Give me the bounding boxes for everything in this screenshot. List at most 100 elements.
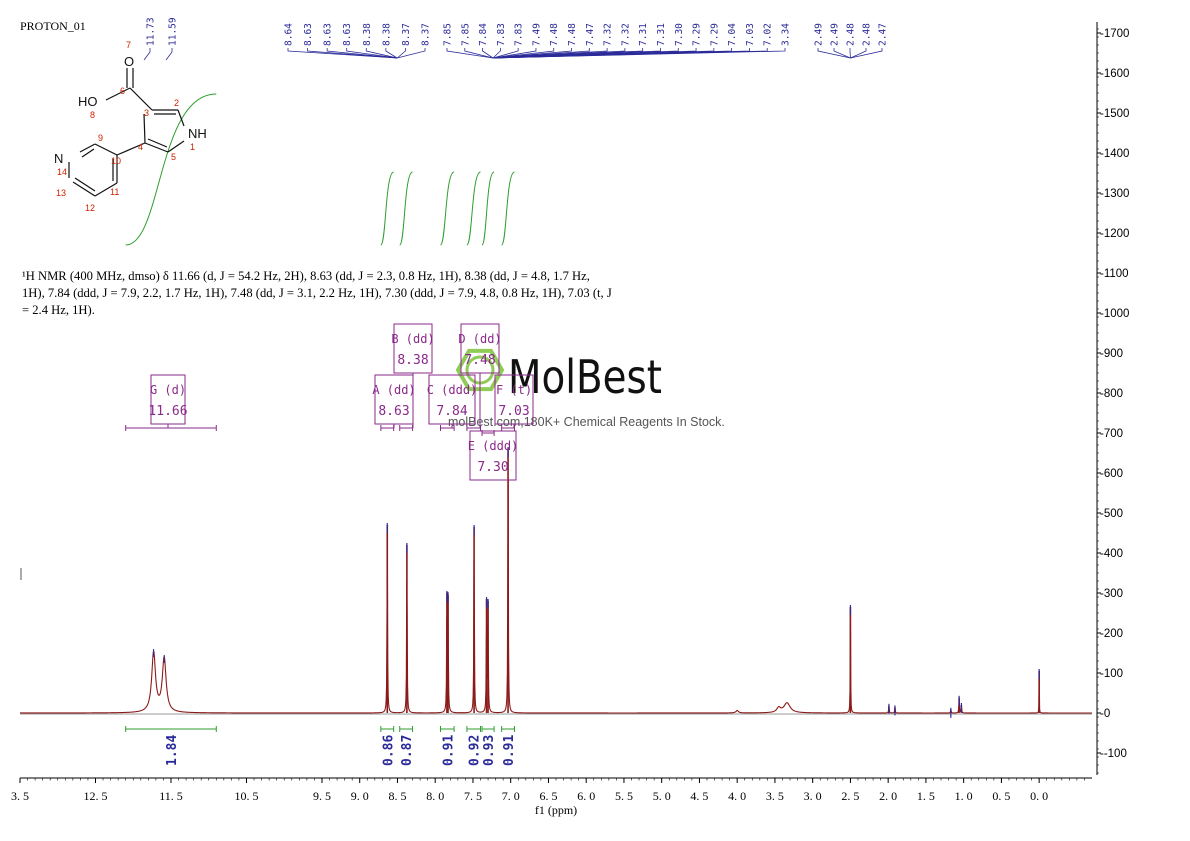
multiplet-shift: 7.30 bbox=[477, 460, 508, 475]
x-tick-label: 0. 0 bbox=[1030, 789, 1048, 803]
y-tick-label: -1500 bbox=[1100, 108, 1129, 120]
peak-shift-label: 2.47 bbox=[878, 23, 889, 46]
integrals-layer: 1.84 0.86 0.87 0.91 0.92 0.93 0.91 bbox=[125, 726, 517, 766]
multiplet-shift: 7.48 bbox=[464, 353, 495, 368]
peak-shift-label: 7.32 bbox=[603, 23, 614, 46]
peak-shift-label: 7.85 bbox=[460, 23, 471, 46]
x-tick-label: 7. 0 bbox=[502, 789, 520, 803]
integral-curve bbox=[399, 171, 414, 246]
atom-number: 1 bbox=[190, 142, 195, 152]
multiplet-label: A (dd) bbox=[372, 383, 415, 397]
x-tick-label: 11. 5 bbox=[159, 789, 183, 803]
y-tick-label: -1300 bbox=[1100, 188, 1129, 200]
peak-connector bbox=[397, 48, 426, 59]
x-axis-label: f1 (ppm) bbox=[535, 803, 577, 817]
x-tick-label: 12. 5 bbox=[83, 789, 107, 803]
multiplet-shift: 11.66 bbox=[148, 404, 187, 419]
peak-connector bbox=[346, 48, 398, 59]
atom-number: 8 bbox=[90, 110, 95, 120]
bond bbox=[79, 143, 96, 153]
integral-curve bbox=[440, 171, 455, 246]
y-tick-label: -1400 bbox=[1100, 148, 1129, 160]
integral-value: 0.91 bbox=[441, 735, 456, 766]
multiplets-layer: G (d) 11.66 A (dd) 8.63 B (dd) 8.38 C (ddd) 7.8… bbox=[125, 323, 534, 481]
peak-shift-label: 7.48 bbox=[549, 23, 560, 46]
peak-connector bbox=[143, 48, 151, 61]
integral-value: 0.91 bbox=[502, 735, 517, 766]
atom-number: 9 bbox=[98, 133, 103, 143]
integral-curve bbox=[380, 171, 395, 246]
x-tick-label: 1. 0 bbox=[955, 789, 973, 803]
multiplet-label: C (ddd) bbox=[427, 383, 478, 397]
bond bbox=[74, 177, 96, 192]
peak-shift-label: 3.34 bbox=[781, 23, 792, 46]
peak-shift-label: 8.38 bbox=[362, 23, 373, 46]
multiplet-shift: 7.03 bbox=[498, 404, 529, 419]
y-tick-label: --100 bbox=[1100, 748, 1127, 760]
x-tick-label: 2. 5 bbox=[841, 789, 859, 803]
atom-o: O bbox=[124, 54, 134, 69]
atom-number: 7 bbox=[126, 40, 131, 50]
y-tick-label: -600 bbox=[1100, 468, 1123, 480]
watermark-layer: MolBest molBest.com,180K+ Chemical Reagen… bbox=[448, 348, 725, 429]
peak-shift-label: 7.83 bbox=[496, 23, 507, 46]
peak-shift-label: 8.37 bbox=[401, 23, 412, 46]
peak-shift-label: 7.29 bbox=[692, 23, 703, 46]
peak-shift-label: 7.32 bbox=[620, 23, 631, 46]
peak-shift-label: 7.48 bbox=[567, 23, 578, 46]
x-tick-label: 9. 5 bbox=[313, 789, 331, 803]
peak-connector bbox=[492, 48, 555, 59]
atom-number: 14 bbox=[57, 167, 67, 177]
atom-number: 11 bbox=[110, 187, 119, 197]
integral-curve bbox=[501, 171, 515, 246]
peak-shift-label: 8.37 bbox=[421, 23, 432, 46]
atom-number: 3 bbox=[144, 108, 149, 118]
peak-shift-label: 7.83 bbox=[514, 23, 525, 46]
multiplet-shift: 7.84 bbox=[436, 404, 467, 419]
y-tick-label: -200 bbox=[1100, 628, 1123, 640]
peak-connector bbox=[326, 48, 398, 59]
bond bbox=[177, 109, 185, 127]
peak-shift-label: 8.38 bbox=[381, 23, 392, 46]
peak-shift-label: 7.84 bbox=[478, 23, 489, 46]
peak-shift-label: 7.49 bbox=[531, 23, 542, 46]
bond bbox=[81, 148, 95, 158]
y-tick-label: -400 bbox=[1100, 548, 1123, 560]
peak-connector bbox=[165, 48, 173, 61]
x-tick-label: 3. 5 bbox=[766, 789, 784, 803]
integral-curve bbox=[125, 93, 217, 246]
x-tick-label: 8. 5 bbox=[388, 789, 406, 803]
integral-value: 1.84 bbox=[165, 735, 180, 766]
peak-shift-label: 2.48 bbox=[862, 23, 873, 46]
multiplet-shift: 8.63 bbox=[378, 404, 409, 419]
x-tick-label: 3. 0 bbox=[804, 789, 822, 803]
peak-shift-label: 11.73 bbox=[146, 17, 157, 46]
x-tick-label: 9. 0 bbox=[351, 789, 369, 803]
bond bbox=[144, 142, 169, 153]
y-tick-label: -900 bbox=[1100, 348, 1123, 360]
peak-shift-label: 7.85 bbox=[443, 23, 454, 46]
y-tick-label: -1100 bbox=[1100, 268, 1129, 280]
peak-shift-label: 2.48 bbox=[846, 23, 857, 46]
peak-shift-label: 7.31 bbox=[656, 23, 667, 46]
bond bbox=[116, 142, 146, 156]
bond bbox=[94, 143, 118, 156]
peak-shift-label: 2.49 bbox=[830, 23, 841, 46]
y-tick-label: -300 bbox=[1100, 588, 1123, 600]
peak-connector bbox=[446, 48, 494, 59]
atom-oh: HO bbox=[78, 94, 98, 109]
x-tick-label: 0. 5 bbox=[992, 789, 1010, 803]
peak-labels-layer: 11.73 11.59 8.64 8.63 8.63 8.63 8.38 8.38 8.37 8.… bbox=[143, 17, 889, 61]
peak-shift-label: 7.04 bbox=[727, 23, 738, 46]
watermark-hexagon-icon bbox=[455, 348, 505, 392]
peak-shift-label: 8.64 bbox=[284, 23, 295, 46]
peak-connector bbox=[492, 48, 501, 59]
bond bbox=[94, 182, 118, 197]
x-tick-label: 6. 0 bbox=[577, 789, 595, 803]
multiplet-label: B (dd) bbox=[391, 332, 434, 346]
x-tick-label: 3. 5 bbox=[11, 789, 29, 803]
bond bbox=[167, 140, 185, 153]
integral-value: 0.93 bbox=[482, 735, 497, 766]
x-tick-label: 2. 0 bbox=[879, 789, 897, 803]
